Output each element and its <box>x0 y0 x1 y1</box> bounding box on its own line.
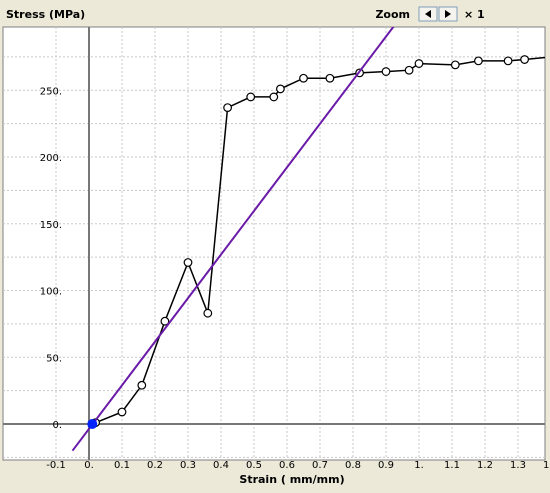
plot-area[interactable] <box>2 26 546 461</box>
y-tick-label: 200. <box>40 153 62 164</box>
data-point[interactable] <box>203 308 213 318</box>
data-point[interactable] <box>269 92 279 102</box>
y-axis-title: Stress (MPa) <box>6 8 85 21</box>
x-tick-label: 0. <box>84 460 94 471</box>
data-point[interactable] <box>520 55 529 64</box>
x-tick-label: 1.3 <box>510 460 526 471</box>
data-point[interactable] <box>381 67 391 76</box>
grid <box>3 27 545 460</box>
data-point[interactable] <box>299 73 308 83</box>
y-tick-label: 50. <box>46 353 62 364</box>
x-tick-label: 1.1 <box>444 460 460 471</box>
series-layer <box>71 27 545 452</box>
data-point[interactable] <box>503 56 513 66</box>
x-tick-label: 1.2 <box>477 460 493 471</box>
origin-marker[interactable] <box>87 419 98 429</box>
data-point[interactable] <box>276 84 285 94</box>
data-point[interactable] <box>404 65 414 75</box>
data-point[interactable] <box>474 56 483 66</box>
data-point[interactable] <box>137 380 147 390</box>
data-point[interactable] <box>325 73 335 83</box>
data-point[interactable] <box>223 103 233 113</box>
y-tick-label: 250. <box>40 86 62 97</box>
triangle-right-icon <box>445 10 451 18</box>
zoom-in-button[interactable] <box>438 6 458 22</box>
data-point[interactable] <box>183 258 193 267</box>
x-tick-label: 0.3 <box>180 460 196 471</box>
x-tick-label: 1. <box>414 460 424 471</box>
fit-line <box>71 27 395 452</box>
y-tick-label: 0. <box>52 420 62 431</box>
x-tick-label: 0.5 <box>246 460 262 471</box>
x-axis-title: Strain ( mm/mm) <box>239 473 344 486</box>
y-tick-label: 150. <box>40 220 62 231</box>
data-point[interactable] <box>450 60 460 70</box>
data-point[interactable] <box>160 316 170 326</box>
triangle-left-icon <box>425 10 431 18</box>
zoom-out-button[interactable] <box>418 6 438 22</box>
data-point[interactable] <box>414 59 424 68</box>
x-tick-label: 0.8 <box>345 460 361 471</box>
zoom-value: × 1 <box>464 8 485 21</box>
x-tick-label: 0.2 <box>147 460 163 471</box>
data-point[interactable] <box>246 92 256 102</box>
x-tick-label: -0.1 <box>46 460 66 471</box>
x-tick-label: 0.1 <box>114 460 130 471</box>
tick-labels: -0.1 0. 0.1 0.2 0.3 0.4 0.5 0.6 0.7 0.8 0.9 1. 1.1 1.… <box>40 86 550 471</box>
y-tick-label: 100. <box>40 287 62 298</box>
x-tick-label: 0.4 <box>213 460 229 471</box>
x-tick-label: 0.6 <box>279 460 295 471</box>
zoom-label: Zoom <box>375 8 410 21</box>
x-tick-label: 0.7 <box>312 460 328 471</box>
x-tick-label: 1.4 <box>543 460 550 471</box>
x-tick-label: 0.9 <box>378 460 394 471</box>
data-point[interactable] <box>117 407 127 417</box>
